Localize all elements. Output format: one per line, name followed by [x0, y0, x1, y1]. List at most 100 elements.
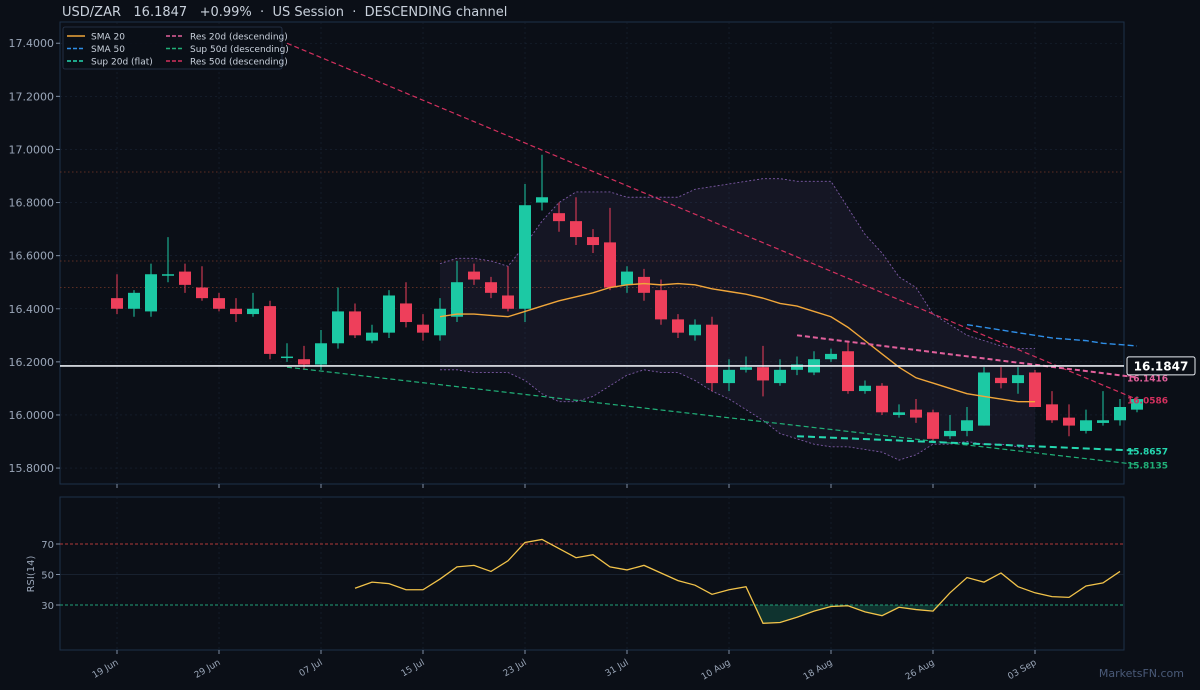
level-value-label: 15.8135 — [1127, 461, 1168, 471]
x-tick-label: 31 Jul — [604, 658, 631, 679]
candle-down — [1046, 404, 1058, 421]
level-line — [286, 366, 1138, 466]
candle-up — [774, 369, 786, 384]
candle-up — [1131, 399, 1143, 410]
bollinger-lower-line — [440, 369, 1036, 461]
candle-down — [417, 324, 429, 333]
y-tick-label: 17.2000 — [9, 90, 55, 103]
y-tick-label: 17.4000 — [9, 37, 55, 50]
candle-down — [400, 303, 412, 323]
candle-down — [910, 409, 922, 418]
candle-down — [111, 298, 123, 309]
candle-down — [1029, 372, 1041, 407]
chart-title: USD/ZAR 16.1847 +0.99% · US Session · DE… — [62, 5, 508, 20]
candle-down — [1063, 417, 1075, 426]
candle-up — [536, 197, 548, 203]
candle-up — [859, 385, 871, 392]
rsi-y-tick-label: 70 — [41, 540, 54, 551]
candle-down — [927, 412, 939, 439]
candle-down — [485, 282, 497, 293]
session: US Session — [272, 5, 344, 20]
x-tick-label: 10 Aug — [700, 658, 733, 683]
candle-down — [638, 276, 650, 293]
y-tick-label: 17.0000 — [9, 143, 55, 156]
x-tick-label: 07 Jul — [298, 658, 325, 679]
y-tick-label: 16.4000 — [9, 303, 55, 316]
y-tick-label: 16.2000 — [9, 356, 55, 369]
level-line — [796, 435, 1138, 452]
current-price-label: 16.1847 — [1134, 359, 1189, 373]
candle-down — [468, 271, 480, 280]
candle-up — [791, 364, 803, 370]
candle-up — [1114, 407, 1126, 421]
legend-label: Sup 20d (flat) — [91, 58, 153, 68]
candle-down — [349, 311, 361, 336]
candle-down — [757, 367, 769, 381]
watermark: MarketsFN.com — [1098, 667, 1184, 680]
candle-up — [1080, 420, 1092, 431]
candle-down — [298, 359, 310, 365]
candle-up — [961, 420, 973, 431]
candle-up — [723, 369, 735, 384]
level-value-label: 16.0586 — [1127, 396, 1168, 406]
candle-down — [570, 221, 582, 238]
x-tick-label: 26 Aug — [904, 658, 937, 683]
candle-up — [451, 282, 463, 317]
candle-up — [519, 205, 531, 309]
candle-up — [944, 430, 956, 437]
candle-up — [893, 412, 905, 415]
rsi-y-tick-label: 50 — [41, 571, 54, 582]
rsi-panel — [59, 496, 1125, 651]
rsi-axis-label: RSI(14) — [26, 556, 37, 593]
candle-down — [264, 306, 276, 354]
candle-down — [179, 271, 191, 285]
candle-up — [689, 324, 701, 336]
y-tick-label: 16.6000 — [9, 250, 55, 263]
candle-up — [978, 372, 990, 426]
legend-label: Sup 50d (descending) — [190, 45, 289, 55]
candle-up — [315, 343, 327, 365]
candle-down — [876, 385, 888, 413]
candle-up — [162, 274, 174, 276]
candle-down — [995, 377, 1007, 384]
level-value-label: 16.1416 — [1127, 374, 1168, 384]
symbol: USD/ZAR — [62, 5, 121, 20]
candle-up — [128, 292, 140, 309]
price-panel — [59, 21, 1125, 485]
y-tick-label: 16.8000 — [9, 197, 55, 210]
level-line — [796, 334, 1138, 379]
candle-down — [655, 290, 667, 320]
change-percent: +0.99% — [199, 5, 252, 20]
candle-down — [213, 298, 225, 309]
current-price-tag — [1126, 356, 1196, 376]
candle-up — [621, 271, 633, 285]
level-line — [286, 42, 1138, 400]
legend-label: Res 50d (descending) — [190, 58, 288, 68]
candle-up — [366, 332, 378, 341]
candle-down — [587, 237, 599, 246]
y-tick-label: 15.8000 — [9, 462, 55, 475]
candle-up — [825, 353, 837, 360]
candle-down — [196, 287, 208, 299]
sma20-line — [439, 282, 1035, 403]
candle-up — [1097, 420, 1109, 423]
rsi-y-tick-label: 30 — [41, 601, 54, 612]
candle-up — [247, 308, 259, 315]
candle-up — [434, 308, 446, 336]
candle-down — [706, 324, 718, 384]
price: 16.1847 — [133, 5, 188, 20]
bollinger-upper-line — [439, 178, 1035, 350]
candle-down — [553, 213, 565, 222]
level-value-label: 15.8657 — [1127, 448, 1168, 458]
channel-type: DESCENDING channel — [364, 5, 508, 20]
candle-up — [145, 274, 157, 312]
x-tick-label: 15 Jul — [400, 658, 427, 679]
candle-down — [230, 308, 242, 315]
candle-up — [740, 367, 752, 370]
legend-label: SMA 50 — [91, 45, 125, 55]
candle-down — [502, 295, 514, 309]
rsi-line — [354, 538, 1121, 624]
x-tick-label: 18 Aug — [802, 658, 835, 683]
legend-label: Res 20d (descending) — [190, 33, 288, 43]
